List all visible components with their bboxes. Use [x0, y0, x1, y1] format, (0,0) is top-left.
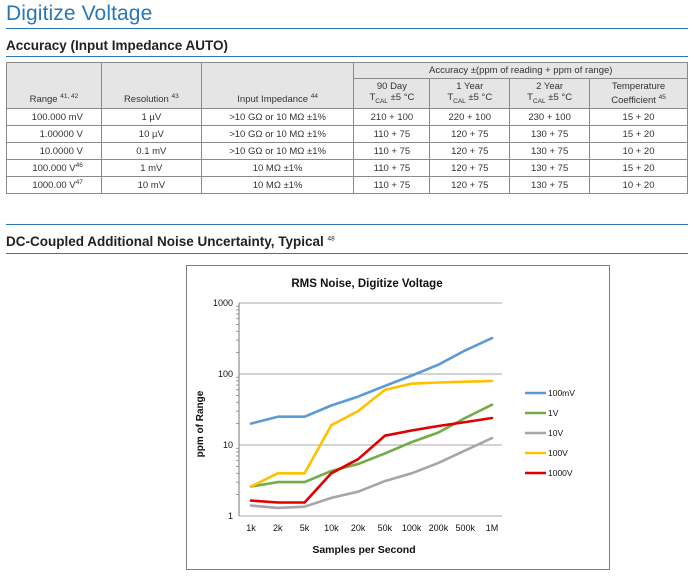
cell-range: 100.000 mV	[6, 108, 102, 126]
legend-label: 100mV	[548, 388, 575, 398]
cell-1-year: 120 + 75	[429, 142, 511, 160]
table-row: 10.0000 V 0.1 mV >10 GΩ or 10 MΩ ±1% 110…	[6, 142, 688, 160]
x-tick-label: 20k	[351, 523, 366, 533]
cell-resolution: 10 µV	[100, 125, 202, 143]
y-tick-label: 100	[218, 369, 233, 379]
header-range: Range 41, 42	[6, 62, 102, 109]
cell-1-year: 120 + 75	[429, 125, 511, 143]
header-accuracy-group: Accuracy ±(ppm of reading + ppm of range…	[353, 62, 688, 79]
cell-resolution: 10 mV	[100, 176, 202, 194]
noise-chart-svg: RMS Noise, Digitize Voltage ppm of Range…	[195, 278, 575, 556]
table-row: 1.00000 V 10 µV >10 GΩ or 10 MΩ ±1% 110 …	[6, 125, 688, 143]
header-1-year: 1 Year TCAL ±5 °C	[429, 78, 511, 109]
x-tick-label: 50k	[378, 523, 393, 533]
cell-1-year: 220 + 100	[429, 108, 511, 126]
cell-1-year: 120 + 75	[429, 176, 511, 194]
x-tick-label: 500k	[455, 523, 475, 533]
cell-2-year: 130 + 75	[509, 159, 591, 177]
x-tick-label: 5k	[300, 523, 310, 533]
y-tick-label: 10	[223, 440, 233, 450]
cell-resolution: 1 mV	[100, 159, 202, 177]
noise-chart: RMS Noise, Digitize Voltage ppm of Range…	[186, 265, 610, 570]
accuracy-table: Range 41, 42 Resolution 43 Input Impedan…	[6, 62, 688, 194]
cell-impedance: >10 GΩ or 10 MΩ ±1%	[200, 125, 355, 143]
accuracy-rule	[6, 56, 688, 57]
cell-1-year: 120 + 75	[429, 159, 511, 177]
page-title: Digitize Voltage	[6, 2, 153, 25]
cell-temp-coefficient: 15 + 20	[589, 108, 688, 126]
x-tick-label: 10k	[324, 523, 339, 533]
cell-range: 1000.00 V47	[6, 176, 102, 194]
header-2-year: 2 Year TCAL ±5 °C	[509, 78, 591, 109]
header-resolution: Resolution 43	[100, 62, 202, 109]
title-rule	[6, 28, 688, 29]
cell-temp-coefficient: 15 + 20	[589, 159, 688, 177]
legend-label: 10V	[548, 428, 563, 438]
cell-impedance: 10 MΩ ±1%	[200, 159, 355, 177]
cell-90-day: 110 + 75	[353, 176, 431, 194]
legend-label: 1000V	[548, 468, 573, 478]
noise-rule	[6, 253, 688, 254]
legend-label: 1V	[548, 408, 559, 418]
x-tick-label: 2k	[273, 523, 283, 533]
cell-temp-coefficient: 15 + 20	[589, 125, 688, 143]
series-line-1000v	[249, 416, 494, 504]
cell-impedance: >10 GΩ or 10 MΩ ±1%	[200, 142, 355, 160]
header-temp-coefficient: Temperature Coefficient 45	[589, 78, 688, 109]
cell-2-year: 130 + 75	[509, 125, 591, 143]
cell-2-year: 130 + 75	[509, 142, 591, 160]
cell-range: 100.000 V46	[6, 159, 102, 177]
table-row: 100.000 mV 1 µV >10 GΩ or 10 MΩ ±1% 210 …	[6, 108, 688, 126]
cell-impedance: 10 MΩ ±1%	[200, 176, 355, 194]
cell-90-day: 110 + 75	[353, 142, 431, 160]
cell-temp-coefficient: 10 + 20	[589, 142, 688, 160]
cell-90-day: 110 + 75	[353, 125, 431, 143]
series-line-10v	[249, 436, 494, 510]
cell-90-day: 210 + 100	[353, 108, 431, 126]
cell-range: 1.00000 V	[6, 125, 102, 143]
chart-title: RMS Noise, Digitize Voltage	[291, 278, 442, 290]
cell-2-year: 130 + 75	[509, 176, 591, 194]
chart-ylabel: ppm of Range	[195, 390, 206, 457]
series-line-100mv	[249, 336, 494, 425]
legend-label: 100V	[548, 448, 568, 458]
x-tick-label: 100k	[402, 523, 422, 533]
noise-top-rule	[6, 224, 688, 225]
cell-2-year: 230 + 100	[509, 108, 591, 126]
cell-impedance: >10 GΩ or 10 MΩ ±1%	[200, 108, 355, 126]
cell-resolution: 0.1 mV	[100, 142, 202, 160]
chart-xlabel: Samples per Second	[312, 544, 415, 556]
x-tick-label: 1k	[246, 523, 256, 533]
header-impedance: Input Impedance 44	[200, 62, 355, 109]
series-line-100v	[249, 379, 494, 488]
y-tick-label: 1000	[213, 298, 233, 308]
accuracy-section-title: Accuracy (Input Impedance AUTO)	[6, 38, 229, 53]
cell-range: 10.0000 V	[6, 142, 102, 160]
y-tick-label: 1	[228, 511, 233, 521]
x-tick-label: 1M	[486, 523, 499, 533]
cell-resolution: 1 µV	[100, 108, 202, 126]
header-90-day: 90 Day TCAL ±5 °C	[353, 78, 431, 109]
table-row: 1000.00 V47 10 mV 10 MΩ ±1% 110 + 75 120…	[6, 176, 688, 194]
table-row: 100.000 V46 1 mV 10 MΩ ±1% 110 + 75 120 …	[6, 159, 688, 177]
noise-section-title: DC-Coupled Additional Noise Uncertainty,…	[6, 234, 335, 249]
cell-90-day: 110 + 75	[353, 159, 431, 177]
x-tick-label: 200k	[429, 523, 449, 533]
cell-temp-coefficient: 10 + 20	[589, 176, 688, 194]
